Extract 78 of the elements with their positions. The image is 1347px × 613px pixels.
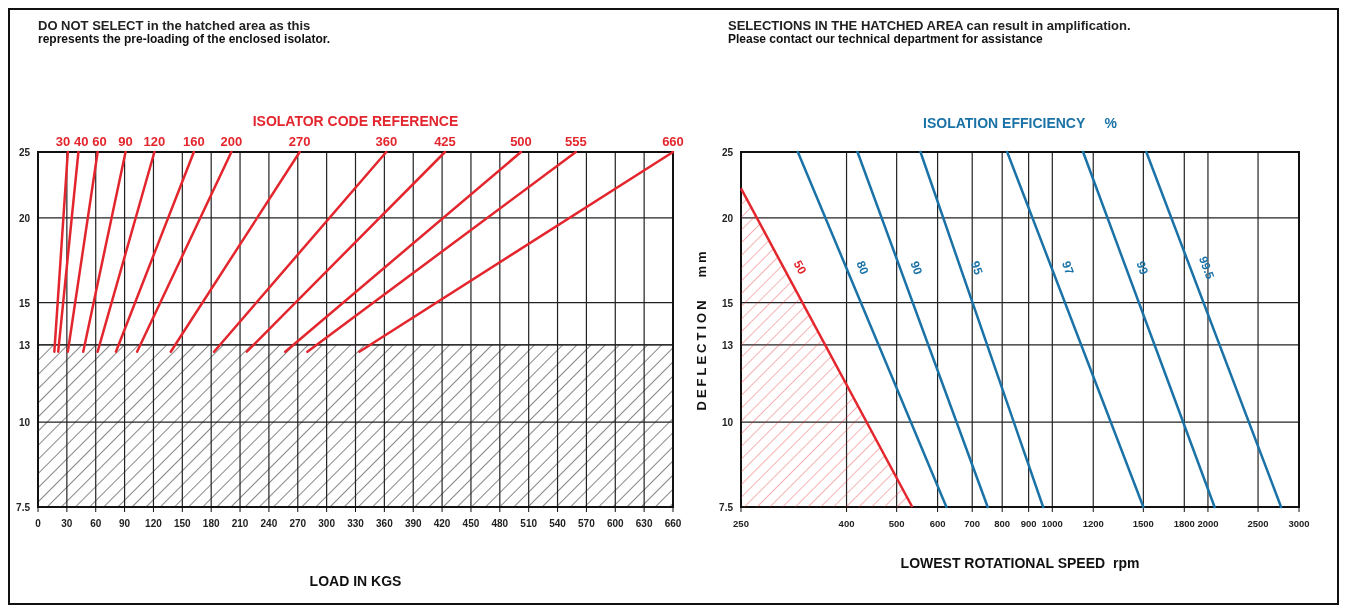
x-tick-label: 330 [347, 518, 365, 529]
x-tick-label: 630 [635, 518, 653, 529]
text: 50 [790, 258, 810, 277]
x-tick-label: 2500 [1247, 518, 1269, 529]
x-tick-label: 660 [664, 518, 682, 529]
series-label: 660 [662, 134, 684, 149]
y-tick-label: 7.5 [719, 502, 734, 513]
x-tick-label: 240 [260, 518, 278, 529]
y-tick-label: 13 [18, 339, 31, 351]
x-tick-label: 90 [119, 518, 131, 529]
x-tick-label: 400 [838, 518, 855, 529]
text: 99.5 [1195, 254, 1218, 282]
text: 90 [907, 259, 926, 277]
y-tick-label: 15 [721, 297, 734, 309]
series-label: 30 [55, 134, 71, 149]
series-label: 425 [434, 134, 456, 149]
x-tick-label: 900 [1020, 518, 1037, 529]
text: 80 [853, 258, 872, 277]
x-tick-label: 60 [90, 518, 102, 529]
series-label: 270 [288, 134, 311, 149]
legend-title: ISOLATION EFFICIENCY % [923, 115, 1118, 131]
text: 97 [1058, 258, 1077, 277]
series-label: 60 [92, 134, 107, 149]
legend-title: ISOLATOR CODE REFERENCE [252, 113, 459, 129]
x-tick-label: 120 [145, 518, 163, 529]
x-tick-label: 450 [462, 518, 480, 529]
x-tick-label: 0 [35, 518, 42, 529]
series-label: 120 [143, 134, 166, 149]
x-tick-label: 1800 [1173, 518, 1195, 529]
x-tick-label: 2000 [1197, 518, 1219, 529]
y-axis-title: DEFLECTION mm [694, 248, 709, 411]
x-tick-label: 420 [433, 518, 451, 529]
x-tick-label: 500 [888, 518, 905, 529]
y-tick-label: 25 [18, 147, 31, 158]
y-tick-label: 10 [18, 417, 31, 429]
series-label: 360 [375, 134, 398, 149]
y-tick-label: 25 [721, 147, 734, 158]
text: DO NOT SELECT in the hatched area as this [38, 18, 311, 33]
series-label: 500 [510, 134, 532, 149]
text: represents the pre-loading of the enclosed isolator. [38, 32, 331, 46]
x-tick-label: 1000 [1041, 518, 1063, 529]
x-tick-label: 300 [318, 518, 336, 529]
x-axis-title: LOAD IN KGS [309, 573, 402, 589]
x-tick-label: 480 [491, 518, 509, 529]
y-tick-label: 20 [721, 212, 734, 224]
text: Please contact our technical department for assistance [728, 32, 1044, 46]
x-tick-label: 390 [404, 518, 423, 529]
x-tick-label: 250 [733, 518, 749, 529]
x-tick-label: 360 [376, 518, 394, 529]
y-tick-label: 7.5 [16, 502, 31, 513]
x-tick-label: 180 [202, 518, 220, 529]
series-label: 200 [220, 134, 243, 149]
y-tick-label: 15 [18, 297, 31, 309]
x-tick-label: 1500 [1132, 518, 1154, 529]
x-tick-label: 800 [994, 518, 1011, 529]
x-tick-label: 700 [964, 518, 981, 529]
series-label: 555 [564, 134, 587, 149]
x-tick-label: 540 [549, 518, 567, 529]
y-tick-label: 10 [721, 417, 734, 429]
text: SELECTIONS IN THE HATCHED AREA can result in amplification. [728, 18, 1131, 33]
x-tick-label: 1200 [1082, 518, 1104, 529]
text: 99 [1133, 259, 1152, 277]
series-label: 160 [183, 134, 205, 149]
text: 95 [967, 259, 986, 277]
x-tick-label: 210 [231, 518, 249, 529]
x-tick-label: 270 [289, 518, 307, 529]
x-tick-label: 600 [929, 518, 946, 529]
x-axis-title: LOWEST ROTATIONAL SPEED rpm [900, 555, 1140, 571]
x-tick-label: 150 [173, 518, 192, 529]
x-tick-label: 30 [61, 518, 73, 529]
x-tick-label: 570 [578, 518, 596, 529]
x-tick-label: 510 [520, 518, 538, 529]
series-label: 90 [118, 134, 133, 149]
y-tick-label: 20 [18, 212, 31, 224]
x-tick-label: 3000 [1288, 518, 1310, 529]
x-tick-label: 600 [606, 518, 625, 529]
series-label: 40 [74, 134, 89, 149]
y-tick-label: 13 [721, 339, 734, 351]
